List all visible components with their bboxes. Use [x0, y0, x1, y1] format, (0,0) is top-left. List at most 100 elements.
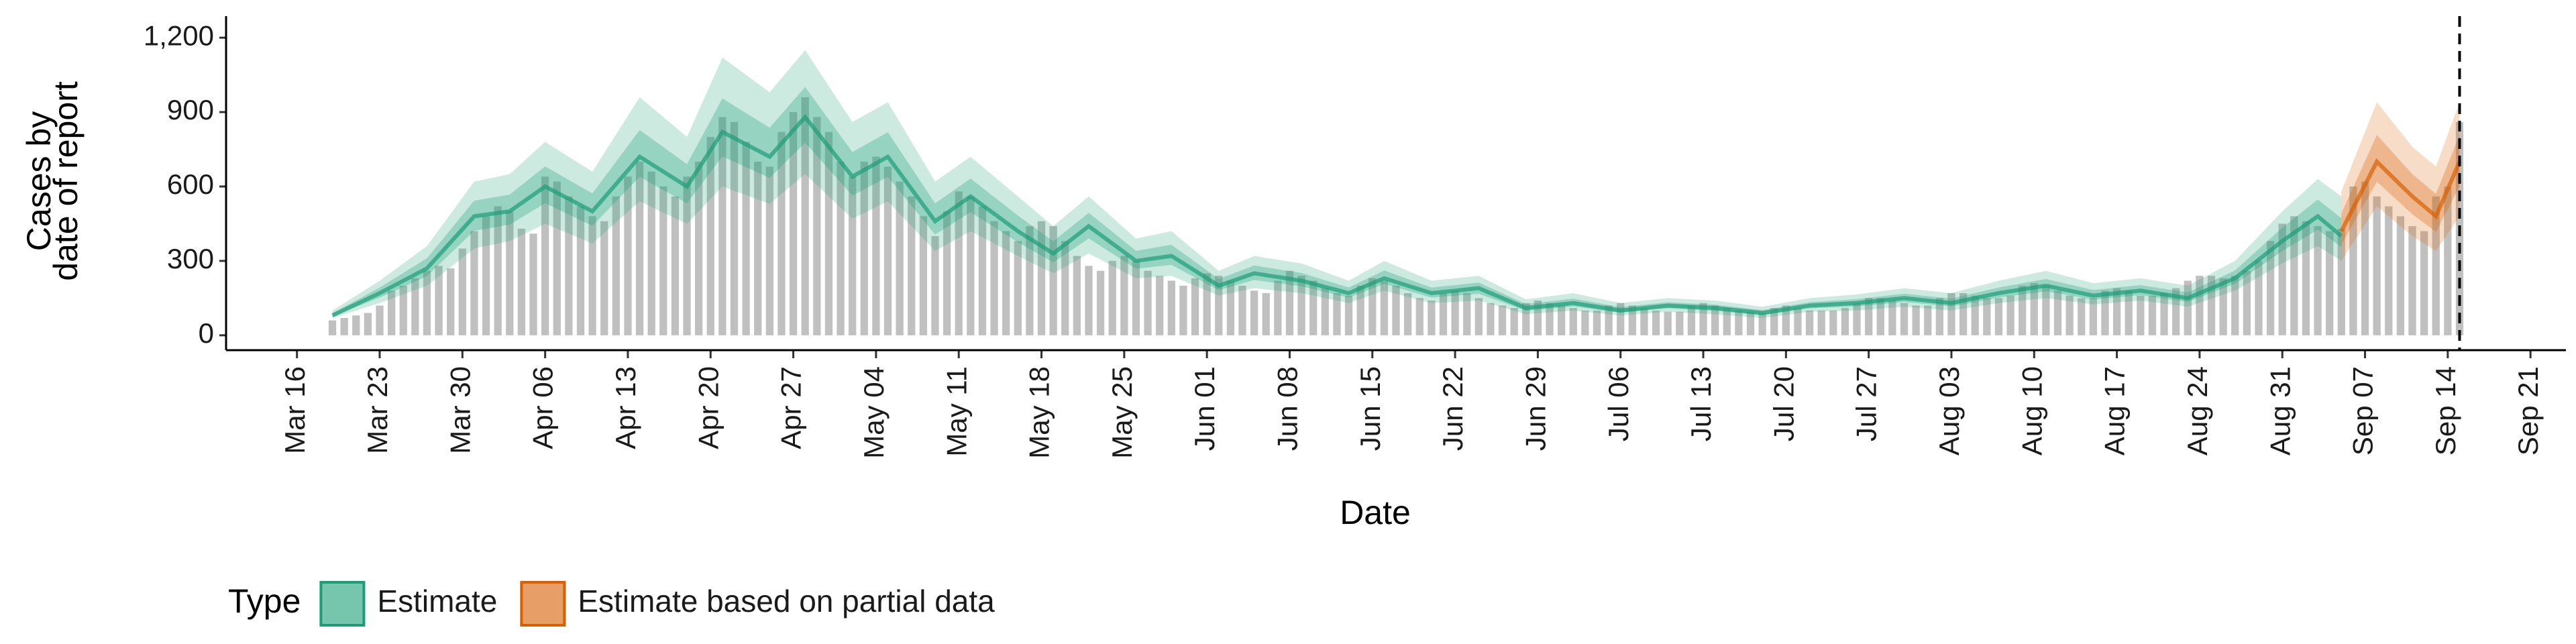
bar: [2207, 276, 2216, 335]
bar: [2266, 241, 2275, 335]
bar: [1451, 290, 1459, 335]
bar: [1546, 303, 1554, 335]
bar: [411, 278, 419, 335]
bar: [2053, 290, 2062, 335]
bar: [2349, 186, 2357, 335]
bar: [718, 117, 727, 335]
bar: [801, 97, 809, 335]
bar: [1900, 303, 1909, 335]
bar: [1498, 305, 1507, 335]
bar: [1368, 278, 1377, 335]
bar: [600, 221, 608, 335]
x-tick-label: Sep 21: [2512, 366, 2544, 455]
bar: [565, 196, 573, 335]
bar: [1108, 260, 1116, 335]
bar: [2243, 270, 2251, 335]
bar: [955, 191, 963, 335]
bar: [1770, 308, 1778, 335]
bar: [2326, 231, 2334, 335]
x-tick-label: Jul 20: [1768, 366, 1799, 441]
bar: [435, 266, 443, 335]
bar: [1403, 292, 1412, 335]
bar: [1356, 285, 1364, 335]
bar: [1179, 285, 1187, 335]
bar: [695, 162, 703, 335]
bar: [1132, 260, 1140, 335]
bar: [1699, 303, 1707, 335]
legend-label: Estimate: [377, 584, 497, 619]
bar: [541, 176, 549, 335]
bar: [2290, 216, 2298, 335]
bar: [1841, 308, 1849, 335]
x-tick-label: Mar 16: [279, 366, 311, 454]
x-tick-label: Aug 24: [2182, 366, 2213, 455]
bar: [2385, 206, 2393, 335]
bar: [1652, 310, 1660, 335]
bar: [1238, 285, 1246, 335]
bar: [1014, 241, 1022, 335]
bar: [671, 196, 680, 335]
bar: [2337, 228, 2345, 335]
bar: [706, 137, 714, 335]
bar: [978, 206, 987, 335]
bar: [352, 315, 360, 335]
bar: [1002, 231, 1010, 335]
bar: [2172, 288, 2180, 335]
y-tick-label: 300: [167, 243, 214, 274]
bar: [1297, 276, 1305, 335]
bar: [1144, 270, 1152, 335]
bar: [2089, 298, 2097, 335]
median-line: [2339, 158, 2462, 232]
bar: [1439, 292, 1448, 335]
bar: [789, 112, 798, 335]
bar: [1805, 310, 1814, 335]
bar: [1876, 298, 1884, 335]
x-tick-label: Apr 27: [775, 366, 807, 449]
bar: [1191, 278, 1199, 335]
bar: [1865, 298, 1873, 335]
x-tick-label: Jun 29: [1519, 366, 1551, 451]
y-tick-label: 900: [167, 94, 214, 125]
bar: [1735, 310, 1743, 335]
x-tick-label: Aug 31: [2264, 366, 2296, 455]
bar: [1593, 310, 1601, 335]
bar: [1829, 310, 1837, 335]
bar: [482, 216, 490, 335]
ribbon-inner: [332, 87, 2342, 317]
bar: [506, 211, 514, 335]
bar: [1428, 301, 1436, 335]
x-tick-label: Apr 20: [692, 366, 724, 449]
bar: [1285, 270, 1294, 335]
bar: [2396, 216, 2405, 335]
x-tick-label: May 04: [858, 366, 890, 459]
median-line: [331, 113, 2343, 317]
bar: [1534, 301, 1542, 335]
x-tick-label: Sep 14: [2430, 366, 2461, 455]
bar: [1581, 310, 1589, 335]
bar: [837, 162, 845, 335]
bar: [376, 305, 384, 335]
bar: [1344, 295, 1353, 335]
ribbon-inner: [2341, 135, 2460, 245]
bar: [1167, 280, 1175, 335]
bar: [2420, 231, 2428, 335]
bar: [635, 162, 644, 335]
ribbon: [2341, 102, 2460, 261]
bar: [1215, 276, 1223, 335]
legend-label: Estimate based on partial data: [578, 584, 995, 619]
bar: [1994, 298, 2003, 335]
bar: [1664, 311, 1672, 335]
bar: [2373, 196, 2381, 335]
x-tick-label: May 11: [941, 366, 972, 457]
bar: [364, 313, 372, 335]
bar: [765, 166, 773, 335]
bar: [1120, 256, 1128, 335]
legend-key: [520, 581, 566, 627]
bar: [1912, 305, 1920, 335]
bar: [2148, 295, 2157, 335]
bar: [387, 290, 396, 335]
bar: [1569, 308, 1577, 335]
bar: [2184, 280, 2192, 335]
bar: [1971, 295, 1979, 335]
bar: [1415, 298, 1424, 335]
